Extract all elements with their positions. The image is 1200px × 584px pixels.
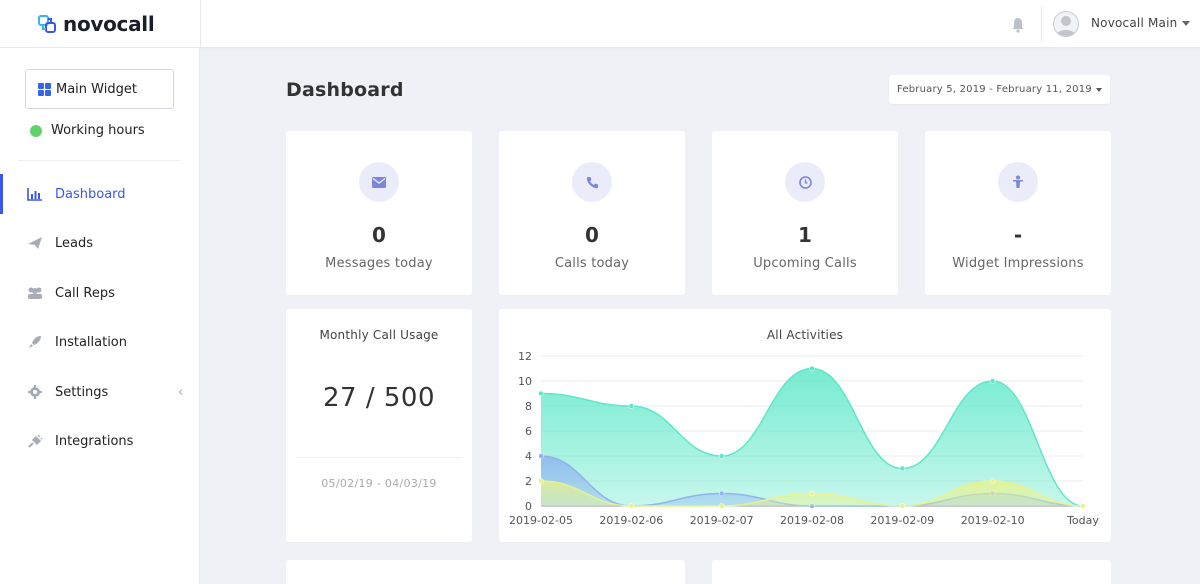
x-tick-label: 2019-02-09 bbox=[870, 514, 934, 527]
series-point-0 bbox=[538, 390, 544, 397]
phone-icon bbox=[572, 162, 612, 202]
y-tick-label: 8 bbox=[525, 400, 532, 413]
sidebar-item-label: Call Reps bbox=[55, 285, 115, 301]
y-tick-label: 12 bbox=[518, 350, 532, 363]
y-tick-label: 10 bbox=[518, 375, 532, 388]
usage-range: 05/02/19 - 04/03/19 bbox=[321, 477, 437, 490]
sidebar: Main Widget Working hours Dashboard Lead… bbox=[0, 48, 200, 584]
x-tick-label: 2019-02-08 bbox=[780, 514, 844, 527]
x-tick-label: 2019-02-10 bbox=[961, 514, 1025, 527]
series-point-2 bbox=[718, 503, 725, 509]
stat-value: 1 bbox=[798, 223, 812, 247]
grid-icon bbox=[38, 82, 51, 96]
x-tick-label: 2019-02-07 bbox=[690, 514, 754, 527]
users-icon bbox=[27, 285, 43, 301]
working-hours-status: Working hours bbox=[30, 123, 145, 138]
activities-chart: 0 2 4 6 8 10 12 2019-02-05 2019-02-06 2019-02-07 2… bbox=[509, 350, 1099, 527]
sidebar-item-label: Leads bbox=[55, 235, 94, 251]
top-bar: novocall Novocall Main bbox=[0, 0, 1200, 48]
working-hours-label: Working hours bbox=[51, 123, 145, 138]
messages-card bbox=[712, 560, 1111, 584]
x-tick-label: 2019-02-06 bbox=[599, 514, 663, 527]
clock-icon bbox=[785, 162, 825, 202]
series-point-0 bbox=[989, 378, 996, 384]
sidebar-item-label: Installation bbox=[55, 334, 128, 350]
sidebar-item-installation[interactable]: Installation bbox=[0, 322, 200, 362]
series-point-0 bbox=[809, 365, 815, 372]
envelope-icon bbox=[359, 162, 399, 202]
brand-name: novocall bbox=[63, 12, 155, 36]
chart-title: All Activities bbox=[766, 328, 844, 342]
caret-down-icon bbox=[1095, 87, 1102, 92]
x-tick-label: 2019-02-05 bbox=[509, 514, 573, 527]
topbar-user-divider bbox=[1041, 6, 1042, 42]
stat-label: Upcoming Calls bbox=[753, 256, 857, 271]
series-point-2 bbox=[1080, 503, 1086, 509]
series-point-0 bbox=[718, 453, 725, 459]
series-point-2 bbox=[809, 490, 815, 497]
novocall-logo-icon bbox=[38, 15, 56, 33]
usage-divider bbox=[296, 457, 462, 458]
paper-plane-icon bbox=[27, 235, 43, 251]
monthly-usage-card: Monthly Call Usage 27 / 500 05/02/19 - 0… bbox=[286, 309, 472, 542]
topbar-divider bbox=[200, 0, 201, 48]
stat-label: Calls today bbox=[554, 256, 630, 271]
y-tick-label: 2 bbox=[525, 475, 532, 488]
stat-card-impressions: - Widget Impressions bbox=[925, 131, 1111, 295]
y-tick-label: 6 bbox=[525, 425, 532, 438]
gear-icon bbox=[27, 384, 43, 400]
stat-value: 0 bbox=[585, 223, 599, 247]
calls-card bbox=[286, 560, 685, 584]
brand-logo[interactable]: novocall bbox=[36, 12, 155, 36]
stat-value: - bbox=[1013, 223, 1023, 247]
sidebar-item-dashboard[interactable]: Dashboard bbox=[0, 174, 200, 214]
chevron-left-icon[interactable]: ‹ bbox=[178, 384, 184, 400]
stat-card-upcoming: 1 Upcoming Calls bbox=[712, 131, 898, 295]
bell-icon[interactable] bbox=[1011, 17, 1025, 33]
series-point-2 bbox=[628, 503, 635, 509]
y-tick-label: 4 bbox=[525, 450, 532, 463]
series-point-1 bbox=[718, 490, 725, 497]
date-range-picker[interactable]: February 5, 2019 - February 11, 2019 bbox=[889, 75, 1110, 104]
series-point-0 bbox=[628, 403, 635, 409]
page-title: Dashboard bbox=[286, 79, 404, 101]
stat-value: 0 bbox=[372, 223, 386, 247]
main-widget-button[interactable]: Main Widget bbox=[25, 69, 174, 109]
person-icon bbox=[998, 162, 1038, 202]
main-widget-label: Main Widget bbox=[56, 81, 137, 97]
stat-label: Messages today bbox=[325, 256, 433, 271]
series-point-0 bbox=[899, 465, 906, 472]
series-point-2 bbox=[538, 478, 544, 484]
sidebar-item-label: Integrations bbox=[55, 433, 134, 449]
sidebar-divider bbox=[18, 160, 181, 161]
all-activities-card: All Activities 0 2 4 6 8 10 12 2019-02-05 2019-0… bbox=[499, 309, 1111, 542]
bar-chart-icon bbox=[27, 186, 43, 202]
y-tick-label: 0 bbox=[525, 500, 532, 513]
sidebar-item-label: Dashboard bbox=[55, 186, 126, 202]
series-line-0 bbox=[540, 367, 1084, 507]
series-point-1 bbox=[538, 453, 544, 459]
series-point-2 bbox=[989, 478, 996, 484]
caret-down-icon[interactable] bbox=[1182, 21, 1190, 26]
stat-card-calls: 0 Calls today bbox=[499, 131, 685, 295]
rocket-icon bbox=[27, 334, 43, 350]
stat-card-messages: 0 Messages today bbox=[286, 131, 472, 295]
series-area-0 bbox=[541, 368, 1083, 506]
user-menu-name[interactable]: Novocall Main bbox=[1091, 16, 1178, 30]
series-point-2 bbox=[899, 503, 906, 509]
status-dot-icon bbox=[30, 124, 42, 137]
usage-value: 27 / 500 bbox=[323, 383, 435, 413]
sidebar-item-integrations[interactable]: Integrations bbox=[0, 421, 200, 461]
date-range-label: February 5, 2019 - February 11, 2019 bbox=[897, 84, 1092, 95]
sidebar-item-leads[interactable]: Leads bbox=[0, 223, 200, 263]
usage-title: Monthly Call Usage bbox=[319, 328, 439, 342]
x-tick-label: Today bbox=[1066, 514, 1099, 527]
user-avatar-icon[interactable] bbox=[1053, 11, 1079, 37]
sidebar-item-label: Settings bbox=[55, 384, 109, 400]
sidebar-item-call-reps[interactable]: Call Reps bbox=[0, 273, 200, 313]
stat-label: Widget Impressions bbox=[952, 256, 1084, 271]
sidebar-item-settings[interactable]: Settings ‹ bbox=[0, 372, 200, 412]
plug-icon bbox=[27, 433, 43, 449]
